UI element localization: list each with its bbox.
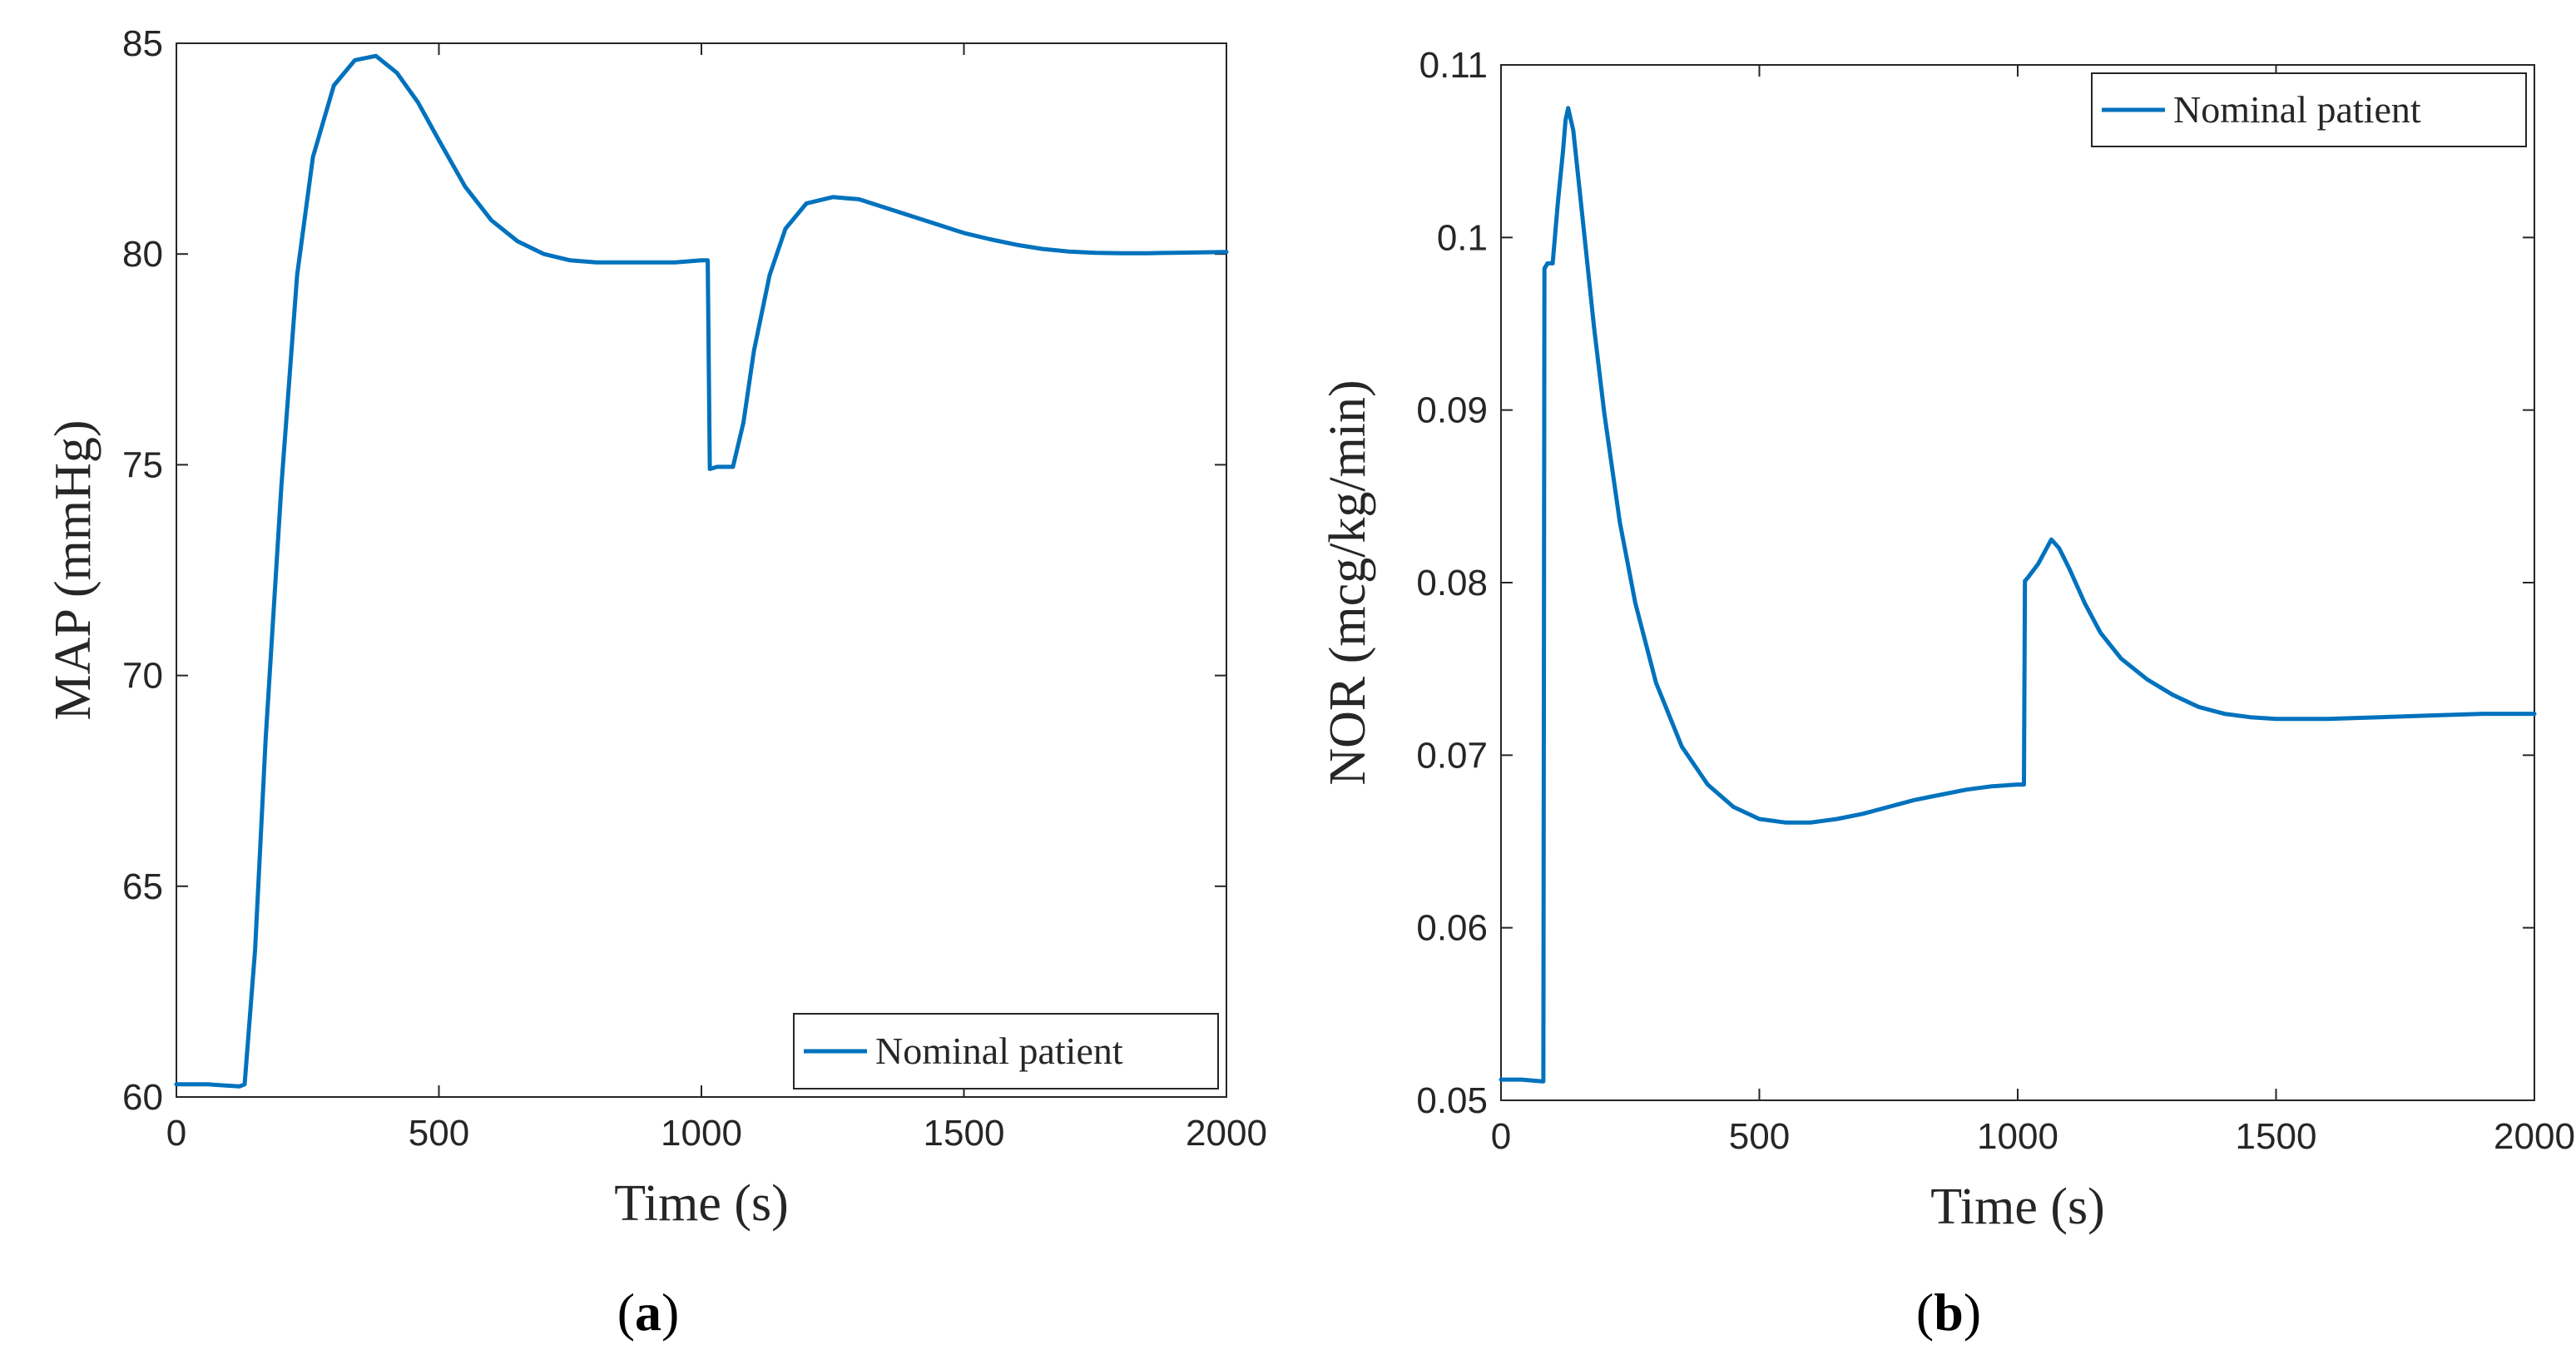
panel-b: 0 500 1000 1500 2000 0.05 0.06 0.07 0.08 0.09 0.1 0… <box>1320 45 2575 1342</box>
x-axis-title: Time (s) <box>614 1175 789 1232</box>
y-tick-label: 0.08 <box>1416 563 1488 603</box>
y-tick-label: 0.07 <box>1416 735 1488 776</box>
panel-caption-b: (b) <box>1916 1283 1981 1342</box>
panel-a: 0 500 1000 1500 2000 60 65 70 75 80 85 Time (s) MAP … <box>45 23 1267 1342</box>
y-tick-label: 75 <box>122 444 163 485</box>
x-tick-label: 2000 <box>2494 1116 2575 1157</box>
legend-label: Nominal patient <box>875 1030 1123 1072</box>
y-tick-label: 80 <box>122 234 163 275</box>
y-tick-label: 0.06 <box>1416 908 1488 949</box>
y-tick-label: 0.1 <box>1437 217 1488 258</box>
panel-caption-a: (a) <box>617 1283 680 1342</box>
x-tick-label: 500 <box>409 1113 469 1154</box>
y-tick-label: 70 <box>122 656 163 697</box>
y-tick-label: 85 <box>122 23 163 64</box>
caption-paren-close: ) <box>1964 1283 1981 1342</box>
legend-label: Nominal patient <box>2173 88 2421 131</box>
caption-paren-open: ( <box>1916 1283 1934 1342</box>
x-tick-label: 1500 <box>924 1113 1005 1154</box>
series-line-b <box>1499 106 2537 1084</box>
y-tick-label: 60 <box>122 1077 163 1118</box>
caption-paren-open: ( <box>617 1283 635 1342</box>
y-tick-label: 0.11 <box>1419 45 1488 86</box>
x-tick-label: 500 <box>1729 1116 1790 1157</box>
x-tick-label: 1500 <box>2236 1116 2317 1157</box>
x-tick-label: 1000 <box>661 1113 742 1154</box>
y-tick-label: 65 <box>122 866 163 907</box>
y-tick-label: 0.05 <box>1416 1080 1488 1121</box>
caption-paren-close: ) <box>661 1283 679 1342</box>
x-tick-label: 2000 <box>1186 1113 1267 1154</box>
axes-frame-b <box>1500 64 2535 1101</box>
x-tick-label: 1000 <box>1977 1116 2058 1157</box>
axes-frame-a <box>176 42 1227 1098</box>
x-axis-title: Time (s) <box>1930 1179 2105 1235</box>
y-tick-label: 0.09 <box>1416 390 1488 431</box>
x-tick-label: 0 <box>166 1113 186 1154</box>
y-axis-title: MAP (mmHg) <box>45 419 102 720</box>
caption-letter: b <box>1934 1283 1964 1342</box>
x-tick-label: 0 <box>1491 1116 1511 1157</box>
y-axis-title: NOR (mcg/kg/min) <box>1320 380 1376 785</box>
legend-b: Nominal patient <box>2091 72 2527 147</box>
caption-letter: a <box>635 1283 661 1342</box>
series-line-a <box>174 53 1229 1089</box>
legend-a: Nominal patient <box>793 1013 1219 1089</box>
